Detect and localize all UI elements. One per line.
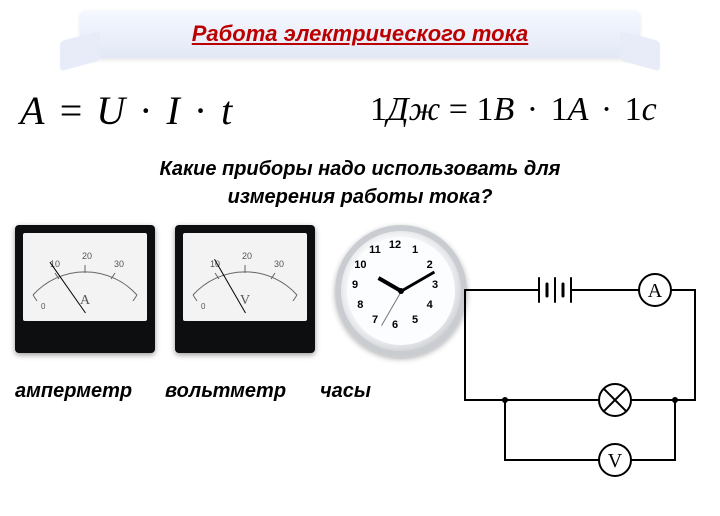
question-text: Какие приборы надо использовать для изме… bbox=[60, 155, 660, 211]
battery-symbol bbox=[539, 278, 571, 302]
voltmeter-face: 10 20 30 0 V bbox=[183, 233, 307, 321]
ammeter-label: амперметр bbox=[15, 380, 165, 403]
page-title: Работа электрического тока bbox=[192, 21, 529, 47]
unit-s: с bbox=[642, 91, 657, 128]
circuit-diagram: A V bbox=[445, 270, 705, 500]
ammeter: 10 20 30 0 А bbox=[15, 225, 155, 353]
var-t: t bbox=[221, 88, 232, 133]
unit-J: Дж bbox=[387, 91, 440, 128]
unit-V: В bbox=[493, 91, 514, 128]
voltmeter: 10 20 30 0 V bbox=[175, 225, 315, 353]
clock-center bbox=[398, 288, 404, 294]
clock: 121234567891011 bbox=[335, 225, 455, 345]
one: 1 bbox=[370, 91, 387, 128]
clock-number: 3 bbox=[427, 279, 443, 291]
clock-number: 8 bbox=[352, 299, 368, 311]
clock-number: 2 bbox=[422, 259, 438, 271]
clock-number: 11 bbox=[367, 244, 383, 256]
var-U: U bbox=[96, 88, 125, 133]
question-line2: измерения работы тока? bbox=[228, 186, 493, 208]
clock-number: 4 bbox=[422, 299, 438, 311]
ammeter-face: 10 20 30 0 А bbox=[23, 233, 147, 321]
voltmeter-symbol-letter: V bbox=[608, 450, 623, 472]
svg-text:0: 0 bbox=[41, 302, 46, 311]
instrument-labels: амперметр вольтметр часы bbox=[15, 380, 420, 403]
instruments-row: 10 20 30 0 А 10 20 30 bbox=[15, 225, 455, 353]
one: 1 bbox=[476, 91, 493, 128]
clock-number: 1 bbox=[407, 244, 423, 256]
svg-text:30: 30 bbox=[114, 259, 124, 269]
dot: · bbox=[527, 91, 538, 128]
var-A: A bbox=[20, 88, 44, 133]
voltmeter-label: вольтметр bbox=[165, 380, 320, 403]
dot: · bbox=[601, 91, 612, 128]
formula-row: A = U · I · t 1Дж = 1В · 1А · 1с bbox=[0, 80, 720, 140]
var-I: I bbox=[167, 88, 180, 133]
clock-number: 6 bbox=[387, 319, 403, 331]
title-banner: Работа электрического тока bbox=[80, 10, 640, 58]
svg-text:20: 20 bbox=[82, 251, 92, 261]
svg-text:30: 30 bbox=[274, 259, 284, 269]
question-line1: Какие приборы надо использовать для bbox=[160, 158, 561, 180]
eq: = bbox=[449, 91, 468, 128]
one: 1 bbox=[551, 91, 568, 128]
clock-number: 10 bbox=[352, 259, 368, 271]
clock-number: 9 bbox=[347, 279, 363, 291]
clock-label: часы bbox=[320, 380, 420, 403]
dot: · bbox=[139, 88, 152, 133]
formula-work: A = U · I · t bbox=[20, 87, 232, 134]
formula-units: 1Дж = 1В · 1А · 1с bbox=[370, 91, 657, 129]
lamp-symbol bbox=[599, 384, 631, 416]
ammeter-symbol-letter: A bbox=[648, 280, 663, 302]
svg-text:20: 20 bbox=[242, 251, 252, 261]
clock-number: 12 bbox=[387, 239, 403, 251]
dot: · bbox=[194, 88, 207, 133]
eq: = bbox=[60, 88, 83, 133]
clock-number: 5 bbox=[407, 314, 423, 326]
svg-text:0: 0 bbox=[201, 302, 206, 311]
unit-A: А bbox=[568, 91, 589, 128]
one: 1 bbox=[625, 91, 642, 128]
